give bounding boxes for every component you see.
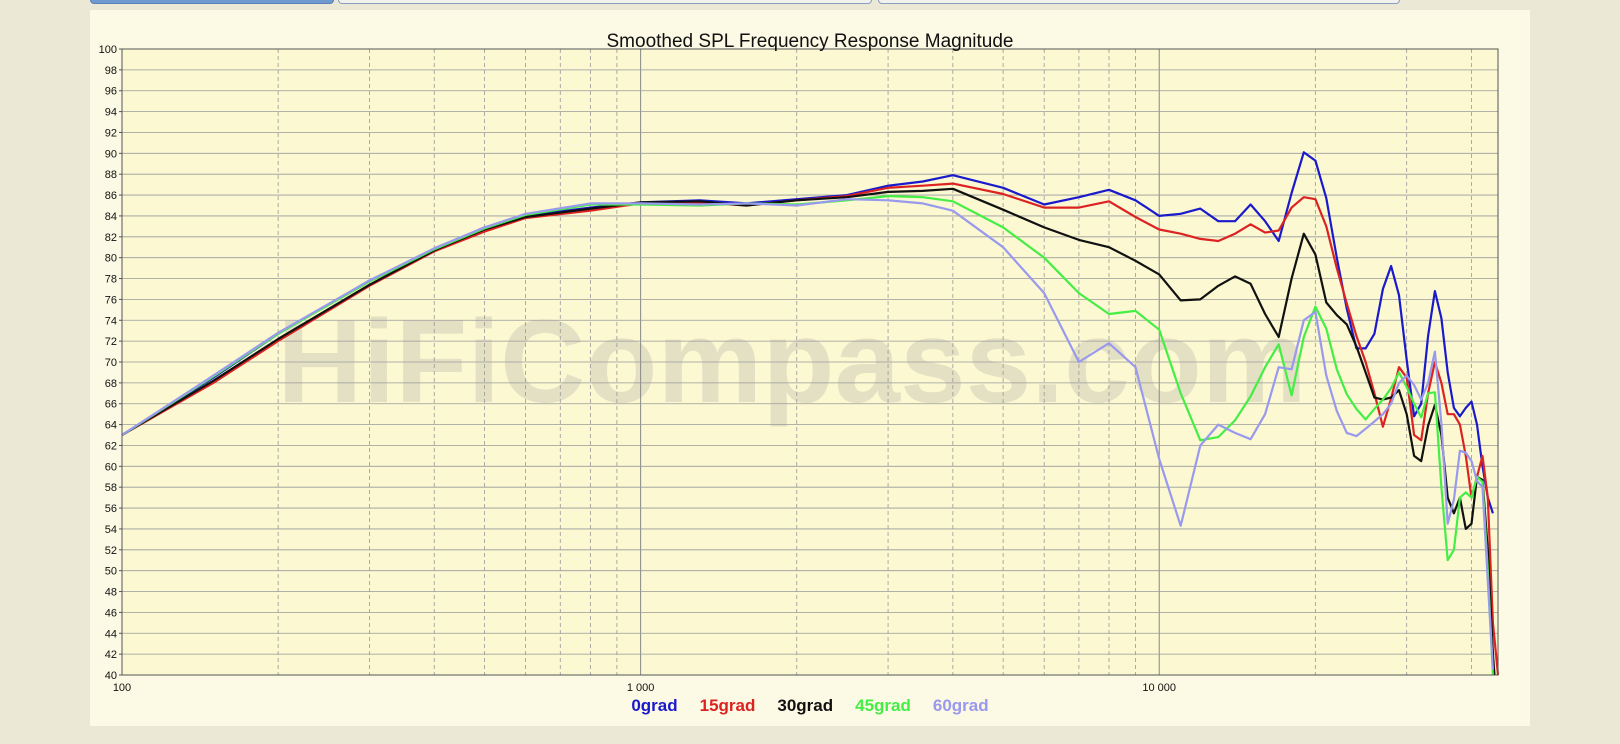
y-tick-label: 60 (105, 461, 117, 473)
series-line-60grad (121, 198, 1494, 670)
tab-3[interactable] (878, 0, 1400, 4)
chart-panel: HiFiCompass.com 40 42 44 46 48 50 52 54 56 58 60 62 6… (90, 10, 1530, 726)
x-tick-label: 10 000 (1142, 682, 1176, 694)
y-tick-label: 100 (99, 44, 117, 56)
legend-item-0grad: 0grad (631, 696, 678, 715)
y-tick-label: 92 (105, 127, 117, 139)
y-tick-label: 98 (105, 65, 117, 77)
y-tick-label: 48 (105, 587, 117, 599)
y-tick-label: 94 (105, 107, 117, 119)
y-tick-label: 54 (105, 524, 117, 536)
chart-legend: 0grad 15grad 30grad 45grad 60grad (90, 696, 1530, 716)
y-tick-label: 44 (105, 628, 117, 640)
y-tick-label: 62 (105, 440, 117, 452)
y-tick-label: 96 (105, 86, 117, 98)
tab-2[interactable] (338, 0, 872, 4)
legend-item-60grad: 60grad (932, 696, 989, 715)
y-tick-label: 76 (105, 294, 117, 306)
y-tick-label: 90 (105, 148, 117, 160)
y-tick-label: 72 (105, 336, 117, 348)
y-tick-label: 64 (105, 420, 117, 432)
tab-1[interactable] (90, 0, 334, 4)
y-tick-label: 42 (105, 649, 117, 661)
x-tick-label: 100 (113, 682, 131, 694)
y-tick-label: 50 (105, 566, 117, 578)
legend-item-15grad: 15grad (699, 696, 756, 715)
y-tick-label: 86 (105, 190, 117, 202)
legend-item-30grad: 30grad (777, 696, 834, 715)
y-tick-label: 40 (105, 670, 117, 682)
y-tick-label: 70 (105, 357, 117, 369)
y-tick-label: 88 (105, 169, 117, 181)
y-tick-label: 46 (105, 607, 117, 619)
legend-item-45grad: 45grad (855, 696, 911, 715)
chart-svg: HiFiCompass.com4042444648505254565860626… (99, 44, 1500, 694)
chart-title: Smoothed SPL Frequency Response Magnitud… (606, 31, 1014, 52)
y-tick-label: 68 (105, 378, 117, 390)
y-tick-label: 58 (105, 482, 117, 494)
y-tick-label: 74 (105, 315, 117, 327)
y-tick-label: 66 (105, 399, 117, 411)
y-tick-label: 78 (105, 274, 117, 286)
x-tick-label: 1 000 (627, 682, 655, 694)
y-tick-label: 56 (105, 503, 117, 515)
y-tick-label: 80 (105, 253, 117, 265)
y-tick-label: 84 (105, 211, 117, 223)
y-tick-label: 82 (105, 232, 117, 244)
y-tick-label: 52 (105, 545, 117, 557)
